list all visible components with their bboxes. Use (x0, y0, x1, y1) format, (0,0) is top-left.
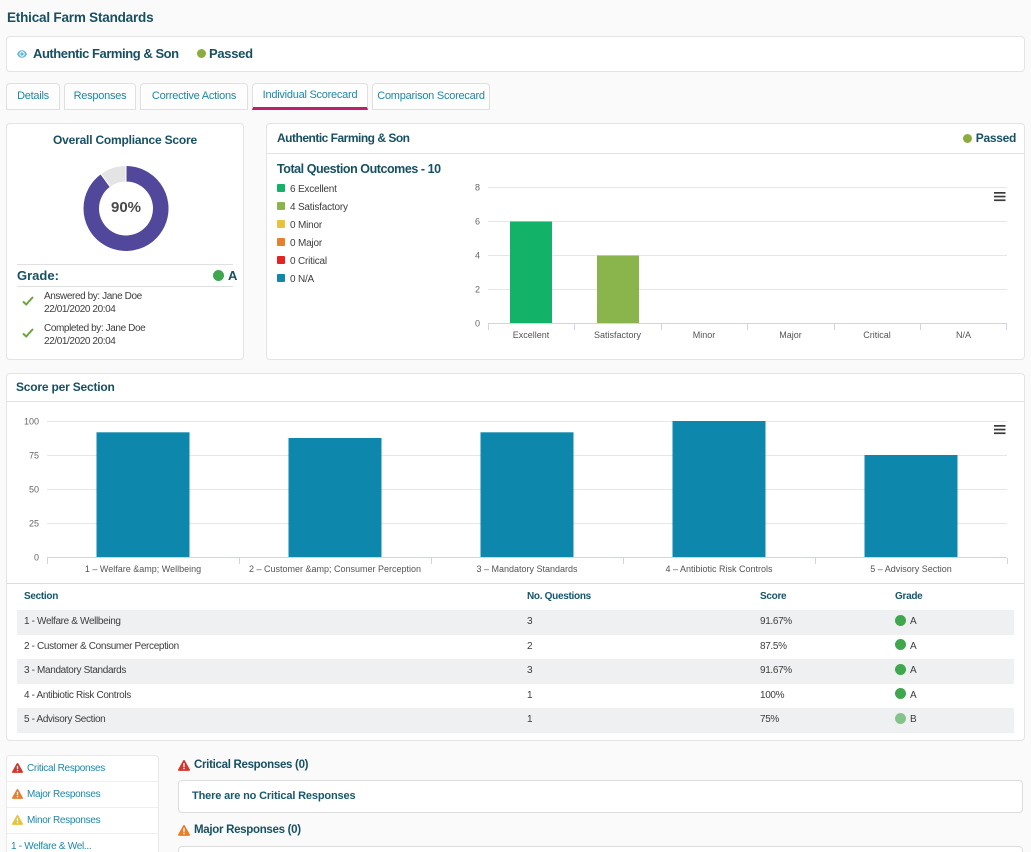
svg-text:Minor: Minor (693, 330, 716, 340)
svg-text:4 – Antibiotic Risk Controls: 4 – Antibiotic Risk Controls (665, 564, 773, 574)
svg-text:4: 4 (475, 251, 480, 261)
svg-text:5 – Advisory Section: 5 – Advisory Section (870, 564, 952, 574)
svg-text:N/A: N/A (956, 330, 971, 340)
svg-text:75: 75 (29, 451, 39, 461)
svg-text:Satisfactory: Satisfactory (594, 330, 642, 340)
svg-text:2: 2 (475, 285, 480, 295)
svg-text:1 – Welfare &amp; Wellbeing: 1 – Welfare &amp; Wellbeing (85, 564, 201, 574)
svg-text:90%: 90% (111, 199, 141, 216)
svg-text:Critical: Critical (863, 330, 891, 340)
svg-text:25: 25 (29, 519, 39, 529)
svg-text:0: 0 (475, 319, 480, 329)
svg-text:50: 50 (29, 485, 39, 495)
svg-text:2 – Customer &amp; Consumer Pe: 2 – Customer &amp; Consumer Perception (249, 564, 421, 574)
svg-text:Major: Major (779, 330, 802, 340)
svg-text:3 – Mandatory Standards: 3 – Mandatory Standards (476, 564, 578, 574)
svg-text:8: 8 (475, 183, 480, 193)
svg-text:0: 0 (34, 553, 39, 563)
svg-text:100: 100 (24, 417, 39, 427)
svg-text:6: 6 (475, 217, 480, 227)
svg-text:Excellent: Excellent (513, 330, 550, 340)
